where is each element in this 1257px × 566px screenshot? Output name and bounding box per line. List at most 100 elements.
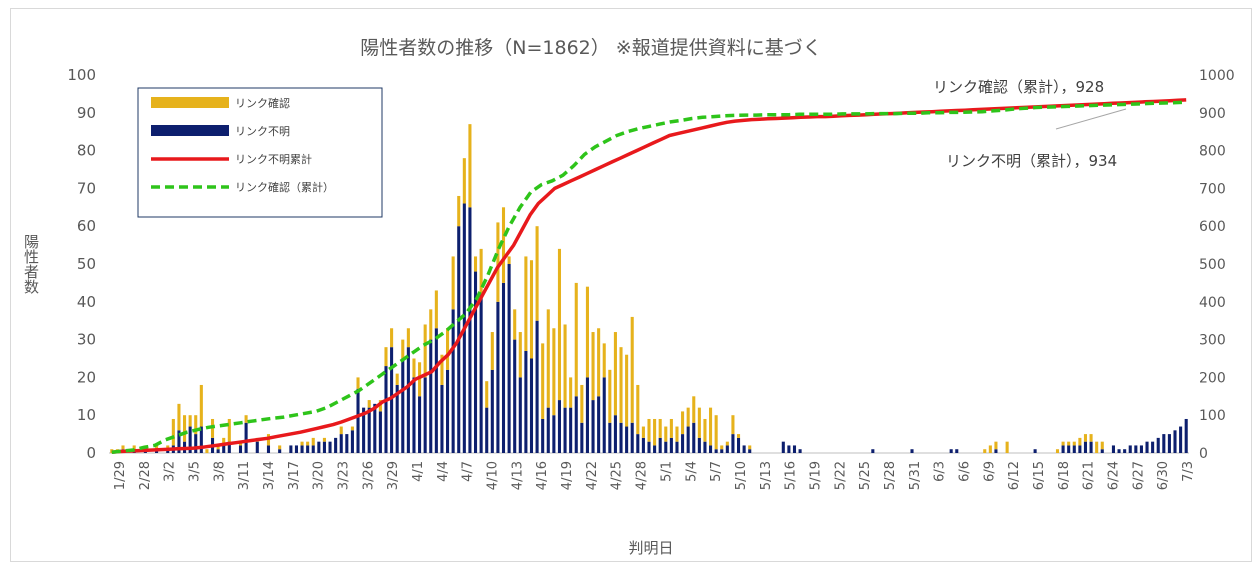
bar-link-unknown <box>328 441 332 453</box>
bar-link-confirmed <box>384 347 388 367</box>
bar-link-unknown <box>490 369 494 453</box>
bar-link-unknown <box>653 445 657 453</box>
chart-svg: 陽性者数の推移（N=1862） ※報道提供資料に基づく 0 10 20 30 40 50 6… <box>22 37 1235 557</box>
bar-link-unknown <box>1078 445 1082 453</box>
bar-link-unknown <box>473 271 478 453</box>
bar-link-confirmed <box>395 373 399 385</box>
bar-link-unknown <box>798 449 802 453</box>
bar-link-unknown <box>384 366 388 453</box>
y-tick-label: 80 <box>77 142 96 160</box>
bar-link-confirmed <box>585 286 589 378</box>
bar-link-unknown <box>647 441 651 453</box>
chart-frame: 陽性者数の推移（N=1862） ※報道提供資料に基づく 0 10 20 30 40 50 6… <box>10 8 1252 562</box>
bar-link-confirmed <box>1095 441 1099 453</box>
bar-link-confirmed <box>641 426 645 438</box>
bar-link-confirmed <box>591 332 595 401</box>
bar-link-confirmed <box>479 248 483 295</box>
x-tick-label: 3/14 <box>262 461 277 490</box>
bar-link-unknown <box>1067 445 1071 453</box>
x-tick-label: 5/4 <box>684 461 699 482</box>
bar-link-unknown <box>1167 434 1171 453</box>
x-tick-label: 5/13 <box>759 461 774 490</box>
x-tick-label: 5/31 <box>908 461 923 490</box>
y-tick-label: 0 <box>86 444 96 462</box>
bar-link-unknown <box>412 377 416 453</box>
bar-link-confirmed <box>625 354 629 427</box>
y2-tick-label: 0 <box>1199 446 1208 462</box>
x-tick-label: 6/21 <box>1082 461 1097 490</box>
bar-link-unknown <box>501 282 506 453</box>
bar-link-confirmed <box>183 415 187 442</box>
bar-link-confirmed <box>541 343 545 419</box>
bar-link-confirmed <box>630 316 634 423</box>
bar-link-unknown <box>697 437 701 453</box>
bar-link-confirmed <box>574 282 578 397</box>
x-tick-label: 6/6 <box>958 461 973 482</box>
bar-link-confirmed <box>434 290 438 329</box>
x-tick-label: 6/27 <box>1131 461 1146 490</box>
line-link-confirmed-cumulative <box>111 100 1187 454</box>
x-tick-label: 6/15 <box>1032 461 1047 490</box>
legend-label: リンク不明 <box>235 125 290 138</box>
x-tick-label: 4/25 <box>610 461 625 490</box>
bar-link-unknown <box>350 430 354 453</box>
bar-link-unknown <box>238 445 243 453</box>
bar-link-unknown <box>731 434 735 453</box>
bar-link-unknown <box>1100 449 1104 453</box>
bar-link-confirmed <box>177 403 181 431</box>
bar-link-unknown <box>1061 445 1065 453</box>
bar-link-confirmed <box>669 418 673 438</box>
gridlines <box>109 74 1189 454</box>
bar-link-unknown <box>641 437 645 453</box>
y2-tick-label: 500 <box>1199 257 1226 273</box>
bar-link-unknown <box>748 449 752 453</box>
x-tick-label: 6/18 <box>1057 461 1072 490</box>
bar-link-unknown <box>446 369 450 453</box>
bar-link-unknown <box>390 347 394 453</box>
bar-link-unknown <box>401 358 405 453</box>
y2-tick-label: 400 <box>1199 295 1226 311</box>
bar-link-confirmed <box>647 418 651 442</box>
bar-link-confirmed <box>423 324 427 378</box>
y-tick-label: 50 <box>77 255 96 273</box>
x-tick-label: 6/3 <box>933 461 948 482</box>
legend-box <box>137 87 383 218</box>
x-tick-label: 3/11 <box>237 461 252 490</box>
bar-link-confirmed <box>697 407 701 438</box>
y-axis-left: 0 10 20 30 40 50 60 70 80 90 100 <box>67 66 96 462</box>
x-tick-label: 7/3 <box>1181 461 1196 482</box>
bar-link-unknown <box>1184 418 1188 453</box>
bar-link-confirmed <box>714 415 718 450</box>
y-tick-label: 10 <box>77 406 96 424</box>
bar-link-unknown <box>1072 445 1076 453</box>
bar-link-unknown <box>574 396 578 453</box>
chart-title: 陽性者数の推移（N=1862） ※報道提供資料に基づく <box>360 37 821 59</box>
bar-link-unknown <box>619 422 623 453</box>
bar-link-unknown <box>681 434 685 453</box>
bar-link-confirmed <box>194 415 198 435</box>
bar-link-confirmed <box>485 381 489 408</box>
y-tick-label: 20 <box>77 368 96 386</box>
y-tick-label: 90 <box>77 104 96 122</box>
bar-link-unknown <box>166 449 170 453</box>
x-tick-label: 4/7 <box>461 461 476 482</box>
y-axis-right: 0 100 200 300 400 500 600 700 800 900 1000 <box>1199 68 1235 462</box>
bar-link-unknown <box>278 449 282 453</box>
bar-link-confirmed <box>205 449 209 453</box>
bar-link-unknown <box>306 445 310 453</box>
bar-link-confirmed <box>227 418 231 442</box>
bar-link-unknown <box>367 407 371 453</box>
bar-link-confirmed <box>1089 434 1093 442</box>
bar-link-confirmed <box>557 248 562 401</box>
bar-link-confirmed <box>1100 441 1104 450</box>
bar-link-unknown <box>194 434 198 453</box>
bar-link-confirmed <box>429 309 433 340</box>
bar-link-unknown <box>423 377 427 453</box>
y-axis-title: 陽性者数 <box>22 234 40 294</box>
bar-link-unknown <box>1117 449 1121 453</box>
bar-link-confirmed <box>121 445 125 450</box>
x-tick-label: 4/4 <box>436 461 451 482</box>
bar-link-confirmed <box>473 256 478 272</box>
bar-link-unknown <box>720 449 724 453</box>
bar-link-confirmed <box>390 328 394 348</box>
